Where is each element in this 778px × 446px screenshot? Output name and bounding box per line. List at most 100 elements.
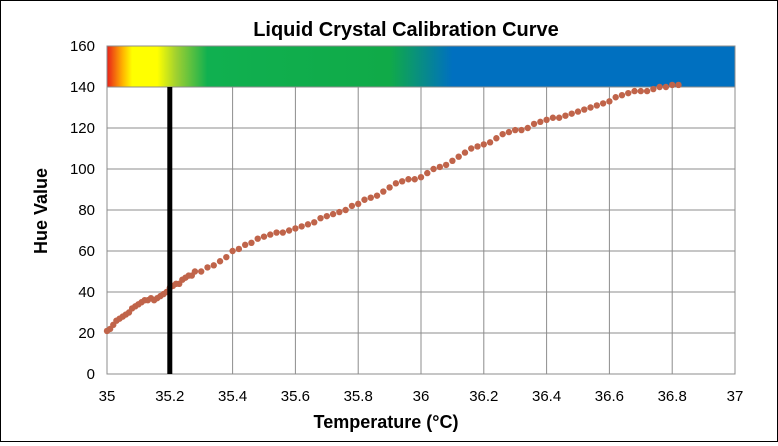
data-point <box>273 229 280 236</box>
data-point <box>599 100 607 107</box>
data-point <box>279 229 287 236</box>
y-tick-label: 60 <box>78 243 95 260</box>
data-point <box>662 83 670 91</box>
data-point <box>555 114 563 121</box>
data-point <box>631 87 638 95</box>
data-point <box>474 143 481 150</box>
data-point <box>455 153 462 160</box>
data-point <box>637 87 644 95</box>
data-point <box>461 149 469 156</box>
y-tick-label: 140 <box>70 79 95 96</box>
data-point <box>468 145 475 152</box>
data-point <box>574 108 582 115</box>
data-point <box>669 81 676 89</box>
x-tick-label: 36.4 <box>532 388 561 405</box>
data-point <box>386 184 393 191</box>
data-point <box>650 85 657 93</box>
data-point <box>612 94 619 101</box>
data-point <box>449 157 456 164</box>
data-point <box>317 215 324 222</box>
data-point <box>260 233 268 240</box>
data-point <box>512 126 519 134</box>
data-point <box>411 176 418 183</box>
data-point <box>593 102 601 109</box>
data-point <box>191 268 199 275</box>
data-point <box>568 110 575 117</box>
data-point <box>361 196 368 203</box>
data-point <box>336 208 343 216</box>
data-point <box>348 202 356 210</box>
data-point <box>625 89 632 97</box>
data-point <box>581 106 588 113</box>
x-tick-label: 35.4 <box>218 388 247 405</box>
x-tick-label: 36.2 <box>469 388 498 405</box>
data-point <box>405 176 412 183</box>
data-point <box>235 245 243 253</box>
data-point <box>537 118 544 126</box>
y-tick-label: 20 <box>78 325 95 342</box>
data-point <box>241 241 249 249</box>
x-tick-label: 35 <box>99 388 116 405</box>
hue-color-band <box>107 46 735 87</box>
data-point <box>367 194 374 201</box>
data-point <box>543 116 550 124</box>
data-point <box>643 87 651 95</box>
chart-title: Liquid Crystal Calibration Curve <box>253 19 559 41</box>
data-point <box>285 227 293 234</box>
data-point <box>373 192 381 199</box>
data-point <box>442 161 450 169</box>
data-point <box>587 104 594 111</box>
x-tick-label: 36.6 <box>595 388 624 405</box>
data-point <box>342 206 349 214</box>
y-tick-label: 0 <box>87 366 95 383</box>
x-tick-label: 36.8 <box>658 388 687 405</box>
y-tick-label: 100 <box>70 161 95 178</box>
data-point <box>486 139 494 146</box>
x-tick-label: 37 <box>727 388 744 405</box>
data-point <box>298 223 305 230</box>
data-point <box>329 210 337 218</box>
data-point <box>618 92 626 99</box>
data-point <box>562 112 569 119</box>
data-point <box>675 81 682 89</box>
data-point <box>204 264 211 271</box>
x-axis-label: Temperature (°C) <box>314 412 459 432</box>
data-point <box>292 225 299 232</box>
plot-area-border <box>106 45 736 375</box>
data-point <box>549 114 557 121</box>
data-point <box>323 212 330 220</box>
data-point <box>229 247 236 255</box>
data-point <box>254 235 261 242</box>
data-point <box>493 135 500 142</box>
data-point <box>198 268 205 275</box>
y-tick-label: 120 <box>70 120 95 137</box>
data-point <box>430 165 437 173</box>
data-point <box>524 124 531 132</box>
data-point <box>398 178 406 185</box>
data-point <box>267 231 274 238</box>
data-point <box>480 141 487 148</box>
data-point <box>656 83 663 91</box>
y-tick-label: 40 <box>78 284 95 301</box>
data-point <box>392 180 400 187</box>
data-point <box>311 219 318 226</box>
data-point <box>424 169 431 177</box>
data-point <box>248 239 255 246</box>
x-tick-label: 36 <box>413 388 430 405</box>
data-point <box>216 258 224 265</box>
y-axis-label: Hue Value <box>31 168 51 254</box>
y-tick-label: 80 <box>78 202 95 219</box>
data-point <box>355 200 362 208</box>
x-tick-label: 35.6 <box>281 388 310 405</box>
data-point <box>380 188 387 195</box>
data-point <box>210 262 217 269</box>
data-point <box>606 98 613 105</box>
data-point <box>505 128 513 136</box>
y-tick-label: 160 <box>70 38 95 55</box>
data-point <box>499 130 506 138</box>
data-point <box>417 174 425 181</box>
data-point <box>223 253 230 261</box>
data-point <box>304 221 312 228</box>
